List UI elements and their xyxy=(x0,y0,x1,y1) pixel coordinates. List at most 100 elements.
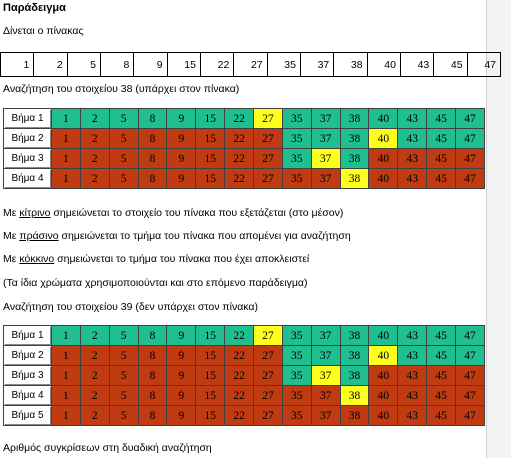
step-cell: 8 xyxy=(137,365,168,386)
array-table: 1 2 5 8 9 15 22 27 35 37 38 40 43 45 47 xyxy=(0,52,502,77)
step-cell: 2 xyxy=(79,128,110,149)
step-cell: 9 xyxy=(166,168,197,189)
step-row: Βήμα 4 1 2 5 8 9 15 22 27 35 37 38 40 43 45 47 xyxy=(3,168,485,189)
array-cell: 8 xyxy=(99,52,135,77)
step-cell: 43 xyxy=(397,128,428,149)
step-cell: 45 xyxy=(426,128,457,149)
step-cell: 43 xyxy=(397,345,428,366)
step-cell: 15 xyxy=(195,385,226,406)
step-cell: 45 xyxy=(426,168,457,189)
step-cell: 47 xyxy=(455,325,485,346)
step-cell: 5 xyxy=(108,128,139,149)
legend-red-word: κόκκινο xyxy=(19,253,55,265)
step-cell: 1 xyxy=(51,365,81,386)
step-cell: 8 xyxy=(137,108,168,129)
step-row: Βήμα 1 1 2 5 8 9 15 22 27 35 37 38 40 43 45 47 xyxy=(3,325,485,346)
array-cell: 45 xyxy=(433,52,468,77)
step-label: Βήμα 4 xyxy=(3,385,52,406)
array-cell: 1 xyxy=(0,52,35,77)
step-cell: 40 xyxy=(368,108,399,129)
step-cell: 15 xyxy=(195,325,226,346)
step-cell: 47 xyxy=(455,385,485,406)
array-cell: 35 xyxy=(266,52,301,77)
step-cell: 37 xyxy=(310,108,341,129)
step-cell: 35 xyxy=(281,325,312,346)
step-row: Βήμα 5 1 2 5 8 9 15 22 27 35 37 38 40 43 45 47 xyxy=(3,405,485,426)
step-cell: 22 xyxy=(224,345,255,366)
step-cell: 8 xyxy=(137,148,168,169)
step-cell: 37 xyxy=(310,325,341,346)
step-label: Βήμα 1 xyxy=(3,108,52,129)
step-label: Βήμα 3 xyxy=(3,148,52,169)
step-cell: 37 xyxy=(310,345,341,366)
step-cell: 35 xyxy=(281,108,312,129)
step-cell: 15 xyxy=(195,345,226,366)
step-cell: 5 xyxy=(108,148,139,169)
step-cell: 8 xyxy=(137,385,168,406)
step-cell: 1 xyxy=(51,345,81,366)
step-cell: 15 xyxy=(195,108,226,129)
step-cell: 9 xyxy=(166,128,197,149)
step-cell: 1 xyxy=(51,405,81,426)
step-cell: 9 xyxy=(166,148,197,169)
step-cell: 5 xyxy=(108,325,139,346)
step-cell: 27 xyxy=(253,108,283,129)
step-cell: 47 xyxy=(455,345,485,366)
step-cell: 22 xyxy=(224,168,255,189)
array-cell: 38 xyxy=(333,52,368,77)
step-cell: 9 xyxy=(166,365,197,386)
step-cell: 1 xyxy=(51,108,81,129)
step-cell: 27 xyxy=(253,168,283,189)
step-cell: 27 xyxy=(253,405,283,426)
step-cell: 40 xyxy=(368,325,399,346)
step-row: Βήμα 3 1 2 5 8 9 15 22 27 35 37 38 40 43 45 47 xyxy=(3,148,485,169)
step-cell: 9 xyxy=(166,108,197,129)
step-cell: 5 xyxy=(108,365,139,386)
step-cell: 47 xyxy=(455,405,485,426)
step-cell: 27 xyxy=(253,385,283,406)
step-cell: 35 xyxy=(281,148,312,169)
legend-red-pre: Με xyxy=(3,253,20,265)
array-cell: 15 xyxy=(166,52,201,77)
page-title: Παράδειγμα xyxy=(3,2,66,14)
step-cell: 8 xyxy=(137,128,168,149)
step-cell: 22 xyxy=(224,405,255,426)
step-cell: 9 xyxy=(166,405,197,426)
legend-yellow-pre: Με xyxy=(3,207,20,219)
step-cell: 2 xyxy=(79,168,110,189)
step-cell: 15 xyxy=(195,405,226,426)
step-cell: 38 xyxy=(339,385,370,406)
step-cell: 40 xyxy=(368,345,399,366)
footer-text: Αριθμός συγκρίσεων στη δυαδική αναζήτηση xyxy=(3,442,212,454)
step-cell: 38 xyxy=(339,128,370,149)
step-label: Βήμα 4 xyxy=(3,168,52,189)
step-cell: 2 xyxy=(79,108,110,129)
step-cell: 38 xyxy=(339,108,370,129)
step-cell: 35 xyxy=(281,168,312,189)
step-cell: 15 xyxy=(195,128,226,149)
legend-yellow-word: κίτρινο xyxy=(19,207,51,219)
step-cell: 35 xyxy=(281,385,312,406)
step-cell: 45 xyxy=(426,325,457,346)
step-cell: 40 xyxy=(368,365,399,386)
step-cell: 22 xyxy=(224,128,255,149)
step-cell: 38 xyxy=(339,405,370,426)
step-cell: 1 xyxy=(51,385,81,406)
step-cell: 37 xyxy=(310,405,341,426)
step-label: Βήμα 5 xyxy=(3,405,52,426)
step-cell: 43 xyxy=(397,365,428,386)
step-cell: 40 xyxy=(368,148,399,169)
step-label: Βήμα 1 xyxy=(3,325,52,346)
step-cell: 45 xyxy=(426,365,457,386)
step-cell: 47 xyxy=(455,148,485,169)
step-cell: 38 xyxy=(339,365,370,386)
step-row: Βήμα 4 1 2 5 8 9 15 22 27 35 37 38 40 43 45 47 xyxy=(3,385,485,406)
step-cell: 2 xyxy=(79,405,110,426)
legend-green-pre: Με xyxy=(3,230,20,242)
step-cell: 47 xyxy=(455,168,485,189)
step-cell: 45 xyxy=(426,345,457,366)
legend-green: Με πράσινο σημειώνεται το τμήμα του πίνα… xyxy=(3,230,351,242)
array-cell: 2 xyxy=(33,52,68,77)
step-cell: 47 xyxy=(455,365,485,386)
